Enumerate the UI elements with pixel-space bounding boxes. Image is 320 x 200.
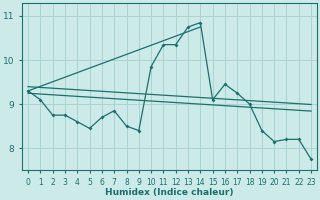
X-axis label: Humidex (Indice chaleur): Humidex (Indice chaleur)	[105, 188, 234, 197]
